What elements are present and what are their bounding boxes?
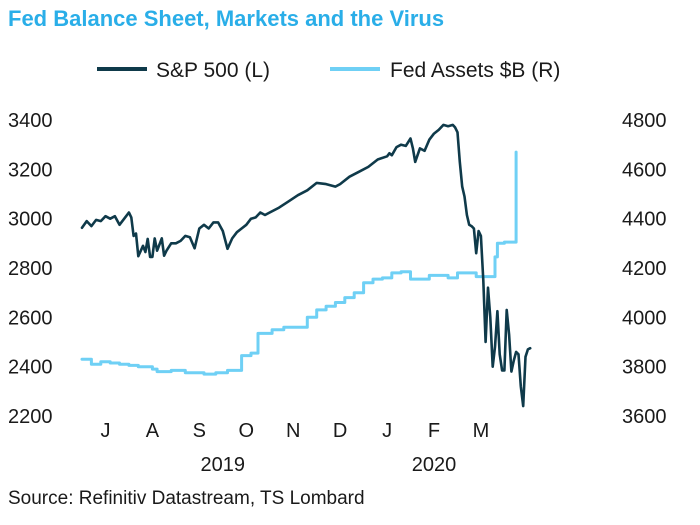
y-right-tick-label: 3800 (622, 357, 667, 379)
chart-title: Fed Balance Sheet, Markets and the Virus (8, 6, 445, 31)
y-axis-right: 3600 3800 4000 4200 4400 4600 4800 (622, 110, 667, 428)
y-left-tick-label: 3200 (8, 159, 53, 181)
legend-label-fed-assets: Fed Assets $B (R) (390, 59, 560, 82)
x-tick-label: D (333, 420, 347, 442)
y-left-tick-label: 2200 (8, 406, 53, 428)
y-left-tick-label: 3400 (8, 110, 53, 132)
x-tick-label: S (193, 420, 206, 442)
x-year-label: 2020 (412, 454, 457, 476)
series-layer (80, 123, 532, 408)
y-right-tick-label: 3600 (622, 406, 667, 428)
series-line-sp500 (80, 123, 532, 408)
y-right-tick-label: 4400 (622, 209, 667, 231)
y-right-tick-label: 4800 (622, 110, 667, 132)
series-line-fed-assets (80, 150, 518, 376)
x-year-label: 2019 (201, 454, 246, 476)
y-left-tick-label: 2600 (8, 307, 53, 329)
x-tick-label: M (473, 420, 490, 442)
x-tick-label: O (238, 420, 254, 442)
x-axis-years: 2019 2020 (201, 454, 457, 476)
source-note: Source: Refinitiv Datastream, TS Lombard (8, 488, 365, 509)
x-tick-label: J (382, 420, 392, 442)
y-left-tick-label: 2800 (8, 258, 53, 280)
y-left-tick-label: 3000 (8, 209, 53, 231)
legend-label-sp500: S&P 500 (L) (156, 59, 270, 82)
x-tick-label: A (146, 420, 160, 442)
y-right-tick-label: 4000 (622, 307, 667, 329)
x-tick-label: J (100, 420, 110, 442)
chart-legend: S&P 500 (L) Fed Assets $B (R) (97, 59, 560, 82)
y-axis-left: 2200 2400 2600 2800 3000 3200 3400 (8, 110, 53, 428)
y-right-tick-label: 4200 (622, 258, 667, 280)
x-tick-label: N (286, 420, 300, 442)
y-left-tick-label: 2400 (8, 357, 53, 379)
x-tick-label: F (428, 420, 440, 442)
y-right-tick-label: 4600 (622, 159, 667, 181)
